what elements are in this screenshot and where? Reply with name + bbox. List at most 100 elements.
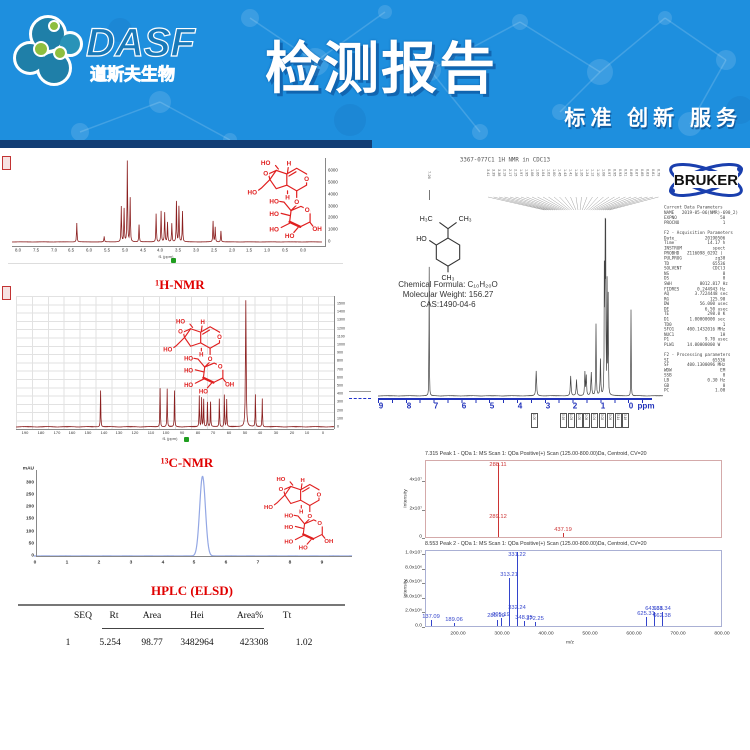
fan-peak-label: 0.97 bbox=[607, 169, 612, 177]
bruker-ppm-tick: 3 bbox=[545, 401, 550, 411]
structure-label: HO bbox=[269, 227, 279, 234]
hnmr-ytick: 3000 bbox=[328, 203, 338, 209]
molecular-weight: Molecular Weight: 156.27 bbox=[402, 290, 494, 299]
structure-label: HO bbox=[284, 525, 293, 531]
ms-peak bbox=[498, 520, 500, 537]
hnmr-xtick: 6.5 bbox=[68, 247, 75, 253]
cnmr-xtick: 30 bbox=[273, 430, 279, 435]
hplc-xtick: 3 bbox=[129, 559, 132, 565]
hplc-xtick: 5 bbox=[193, 559, 196, 565]
ms-title: 8.553 Peak 2 - QDa 1: MS Scan 1: QDa Pos… bbox=[425, 540, 647, 547]
trace-path bbox=[12, 160, 323, 243]
hplc-trace-plot bbox=[34, 475, 353, 557]
structure-label: O bbox=[178, 329, 183, 335]
structure-label: O bbox=[208, 357, 213, 363]
bruker-ppm-tick: 5 bbox=[489, 401, 495, 411]
structure-label: O bbox=[304, 176, 309, 183]
ms-xtick: 400.00 bbox=[538, 630, 554, 636]
structure-label: O bbox=[317, 492, 322, 498]
ms-title: 7.315 Peak 1 - QDa 1: MS Scan 1: QDa Pos… bbox=[425, 450, 647, 457]
fan-peak-label: 0.83 bbox=[645, 169, 651, 177]
bruker-title: 3367-077C1 1H NMR in CDC13 bbox=[459, 156, 551, 163]
ms-ytick-mark bbox=[422, 612, 425, 614]
logo-molecule-icon bbox=[13, 15, 83, 86]
hplc-ytick: 0 bbox=[31, 552, 34, 558]
ms-peak bbox=[496, 619, 498, 626]
integral-box: 1.04 bbox=[591, 413, 599, 428]
ms-peak bbox=[563, 532, 565, 537]
fan-peak-label: 1.12 bbox=[590, 169, 596, 177]
structure-label: O bbox=[317, 521, 322, 527]
cas-number: CAS:1490-04-6 bbox=[420, 300, 476, 309]
cnmr-xtick: 110 bbox=[147, 430, 154, 435]
fan-peak-label: 0.91 bbox=[623, 169, 629, 177]
structure-label: HO bbox=[285, 233, 295, 240]
structure-label: H bbox=[199, 352, 203, 358]
menthol-label: HO bbox=[416, 236, 427, 243]
structure-label: O bbox=[308, 514, 313, 520]
structure-label: H bbox=[285, 194, 290, 201]
fan-peak-label: 1.62 bbox=[546, 169, 552, 177]
green-marker bbox=[171, 258, 176, 263]
ms-ytick: 1.0x10⁷ bbox=[405, 549, 422, 556]
ms-peak bbox=[524, 620, 526, 626]
hnmr-xtick: 4.5 bbox=[139, 247, 146, 253]
trace-path bbox=[16, 300, 335, 428]
hnmr-xtick: 7.0 bbox=[50, 247, 57, 253]
structure-label: HO bbox=[269, 211, 279, 218]
integral-box: 3.02 bbox=[599, 413, 606, 428]
cnmr-ytick: 0 bbox=[337, 424, 340, 429]
integral-box: 3.18 bbox=[622, 413, 630, 428]
fan-peak-label: 0.89 bbox=[629, 169, 634, 177]
hnmr-xtick: 3.5 bbox=[175, 247, 182, 253]
hplc-xtick: 7 bbox=[256, 559, 260, 565]
fan-peak-label: 3.39 bbox=[491, 169, 497, 177]
header-banner: DASF 道斯夫生物 检测报告 标准 创新 服务 bbox=[0, 0, 750, 148]
structure-label: H bbox=[287, 160, 292, 167]
table-cell: 423308 bbox=[239, 638, 269, 648]
table-cell: 98.77 bbox=[141, 638, 163, 648]
ms-peak bbox=[662, 619, 664, 626]
ms-ytick: 0 bbox=[419, 533, 422, 539]
ms-ytick-mark bbox=[422, 481, 425, 483]
hplc-xtick: 2 bbox=[97, 559, 101, 565]
hnmr-xtick: 5.5 bbox=[103, 247, 111, 253]
structure-label: HO bbox=[248, 189, 258, 196]
structure-label: OH bbox=[225, 383, 234, 389]
cnmr-ytick: 400 bbox=[337, 391, 344, 396]
cnmr-xtick: 180 bbox=[37, 430, 45, 435]
integral-box: 1.00 bbox=[531, 413, 538, 428]
hnmr-xtick: 1.0 bbox=[264, 247, 271, 253]
cnmr-ytick: 1200 bbox=[337, 326, 346, 331]
table-top-rule bbox=[18, 604, 345, 606]
ms-intensity-label: Intensity bbox=[402, 489, 408, 508]
ms-peak bbox=[454, 623, 456, 626]
table-header-area: Area bbox=[142, 611, 162, 621]
cnmr-section-label: ¹³C-NMR bbox=[160, 455, 214, 470]
catalpol-structure: HO H O H O HO O O HO HO HO OH HO bbox=[238, 157, 330, 243]
structure-label: O bbox=[305, 207, 310, 214]
ms-ytick-mark bbox=[422, 627, 425, 628]
hplc-ytick: 300 bbox=[25, 479, 34, 485]
logo-sub-text: 道斯夫生物 bbox=[90, 64, 175, 84]
fan-peak-label: 1.97 bbox=[519, 169, 524, 177]
hnmr-ytick: 6000 bbox=[328, 167, 338, 173]
ms-xtick: 200.00 bbox=[450, 630, 466, 636]
table-header-underline bbox=[102, 628, 264, 629]
cnmr-ytick: 1000 bbox=[337, 342, 346, 347]
cnmr-xtick: 150 bbox=[84, 430, 92, 435]
cnmr-xtick: 190 bbox=[22, 430, 29, 435]
structure-label: O bbox=[294, 199, 299, 206]
bruker-logo-text: BRUKER bbox=[674, 172, 738, 189]
fan-peak-label: 0.79 bbox=[656, 169, 662, 177]
structure-label: HO bbox=[199, 389, 208, 395]
structure-label: HO bbox=[184, 356, 193, 362]
bruker-ppm-tick: 0 bbox=[628, 401, 634, 411]
fan-peak-label: 1.68 bbox=[530, 169, 535, 177]
integral-box: 0.99 bbox=[560, 413, 567, 428]
cnmr-xtick: 120 bbox=[131, 430, 139, 435]
bruker-ppm-tick: 6 bbox=[461, 401, 467, 411]
header-divider-strip bbox=[0, 140, 372, 148]
structure-label: HO bbox=[264, 505, 273, 511]
fan-peak-label: 2.17 bbox=[508, 169, 513, 177]
